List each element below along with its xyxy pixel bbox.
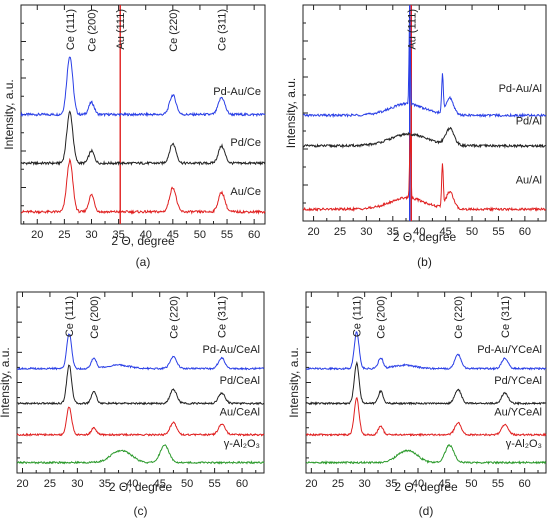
peak-label: Ce (111) <box>352 296 364 337</box>
peak-label: Ce (220) <box>168 296 180 339</box>
x-tick-label: 25 <box>44 478 56 490</box>
series-label-au-yceal: Au/YCeAl <box>494 407 542 419</box>
series-line-al-o <box>305 444 547 465</box>
x-tick-label: 20 <box>305 478 317 490</box>
x-axis-label: 2 Θ, degree <box>393 230 457 244</box>
x-tick-label: 60 <box>248 229 260 241</box>
x-tick-label: 20 <box>16 478 28 490</box>
x-tick-label: 30 <box>359 478 371 490</box>
x-tick-label: 55 <box>221 229 233 241</box>
x-tick-label: 40 <box>126 478 138 490</box>
y-axis-label: Intensity, a.u. <box>287 347 301 417</box>
peak-label: Ce (200) <box>376 296 388 339</box>
peak-label: Ce (200) <box>89 296 101 339</box>
series-label-au-ceal: Au/CeAl <box>220 407 260 419</box>
x-tick-label: 25 <box>334 226 346 238</box>
series-label-au-al: Au/Al <box>516 174 542 186</box>
x-tick-label: 25 <box>58 229 70 241</box>
panel-d: 20 25 30 35 40 45 50 55 60 Pd-Au/YCeAl Pd/YCeAl Au/… <box>287 291 547 518</box>
x-axis-label: 2 Θ, degree <box>394 480 458 494</box>
peak-label: Ce (311) <box>217 9 229 51</box>
series-line-au-ce <box>20 157 266 215</box>
y-axis-label: Intensity, a.u. <box>2 79 16 149</box>
x-tick-label: 60 <box>236 478 248 490</box>
x-tick-label: 55 <box>492 478 504 490</box>
panel-b: 20 25 30 35 40 45 50 55 60 Pd-Au/Al Pd/Al Au/Al Au (… <box>284 4 547 269</box>
peak-label: Ce (311) <box>217 296 229 338</box>
plot-frame <box>302 4 547 222</box>
x-tick-label: 45 <box>439 478 451 490</box>
x-axis-label: 2 Θ, degree <box>109 480 173 494</box>
x-tick-label: 45 <box>440 226 452 238</box>
peak-label: Ce (311) <box>500 296 512 338</box>
x-tick-label: 35 <box>99 478 111 490</box>
x-tick-label: 55 <box>492 226 504 238</box>
series-label-pd-au-yceal: Pd-Au/YCeAl <box>477 344 542 356</box>
series-line-pd-al <box>302 126 547 149</box>
peak-label: Au (111) <box>406 9 418 50</box>
series-line-au-ceal <box>16 406 265 437</box>
panel-label: (a) <box>136 255 151 269</box>
series-label-pd-al: Pd/Al <box>516 116 542 128</box>
panel-c: 20 25 30 35 40 45 50 55 60 Pd-Au/CeAl Pd/CeAl Au/Ce… <box>0 291 265 518</box>
series-label-pd-au-ceal: Pd-Au/CeAl <box>203 344 260 356</box>
x-tick-label: 40 <box>140 229 152 241</box>
series-line-au-al <box>302 133 547 212</box>
x-tick-label: 60 <box>519 226 531 238</box>
x-tick-label: 30 <box>360 226 372 238</box>
peak-label: Au (111) <box>115 9 127 50</box>
panel-a: 20 25 30 35 40 45 50 55 60 Pd-Au/Ce Pd/Ce Au/Ce Ce (… <box>2 4 266 269</box>
panel-label: (d) <box>419 504 434 518</box>
x-tick-label: 35 <box>385 478 397 490</box>
peak-label: Ce (220) <box>168 9 180 52</box>
series-label-pd-au-ce: Pd-Au/Ce <box>213 86 261 98</box>
series-label-au-ce: Au/Ce <box>230 186 261 198</box>
series-line-al-o <box>16 444 265 465</box>
x-tick-label: 20 <box>307 226 319 238</box>
series-label-pd-ce: Pd/Ce <box>230 137 261 149</box>
y-axis-label: Intensity, a.u. <box>0 347 12 417</box>
y-axis-label: Intensity, a.u. <box>284 78 298 148</box>
x-tick-label: 55 <box>208 478 220 490</box>
series-line-pd-ceal <box>16 364 265 406</box>
peak-label: Ce (200) <box>86 9 98 52</box>
x-tick-label: 25 <box>332 478 344 490</box>
x-tick-label: 40 <box>412 478 424 490</box>
x-tick-label: 50 <box>466 226 478 238</box>
x-tick-label: 35 <box>112 229 124 241</box>
panel-label: (b) <box>417 255 432 269</box>
x-tick-label: 50 <box>194 229 206 241</box>
peak-label: Ce (111) <box>64 296 76 337</box>
peak-label: Ce (220) <box>453 296 465 339</box>
x-tick-label: 30 <box>71 478 83 490</box>
x-tick-label: 20 <box>31 229 43 241</box>
x-tick-label: 45 <box>154 478 166 490</box>
x-axis-label: 2 Θ, degree <box>111 234 175 248</box>
x-tick-label: 50 <box>181 478 193 490</box>
series-label-pd-au-al: Pd-Au/Al <box>499 83 542 95</box>
peak-label: Ce (111) <box>65 9 77 50</box>
panel-label: (c) <box>134 504 148 518</box>
series-line-au-yceal <box>305 396 547 437</box>
series-label-pd-yceal: Pd/YCeAl <box>494 375 542 387</box>
series-label-al-o: γ-Al₂O₃ <box>506 438 542 450</box>
x-tick-label: 35 <box>387 226 399 238</box>
x-tick-label: 40 <box>413 226 425 238</box>
x-tick-label: 60 <box>519 478 531 490</box>
series-line-pd-yceal <box>305 360 547 406</box>
series-line-pd-au-al <box>302 16 547 119</box>
x-tick-label: 30 <box>85 229 97 241</box>
series-line-pd-au-ce <box>20 56 266 118</box>
series-label-al-o: γ-Al₂O₃ <box>224 438 260 450</box>
series-line-pd-ce <box>20 110 266 166</box>
x-tick-label: 45 <box>167 229 179 241</box>
series-label-pd-ceal: Pd/CeAl <box>220 375 260 387</box>
series-line-pd-au-yceal <box>305 331 547 371</box>
series-line-pd-au-ceal <box>16 333 265 371</box>
x-tick-label: 50 <box>465 478 477 490</box>
